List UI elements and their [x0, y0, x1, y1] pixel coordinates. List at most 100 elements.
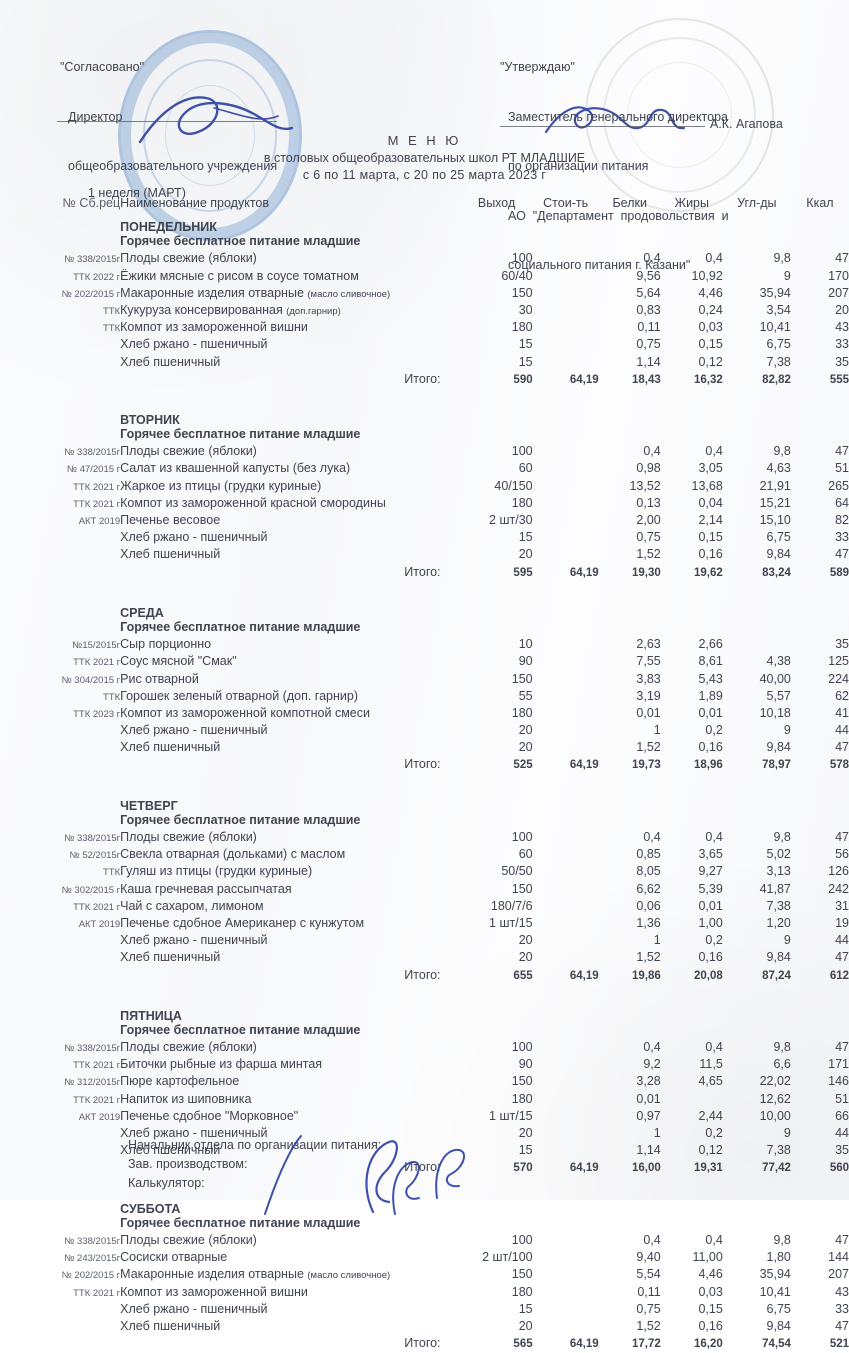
day-carb	[723, 1002, 791, 1023]
dish-kcal: 125	[828, 654, 849, 669]
dish-protein: 1,36	[636, 915, 661, 930]
recipe-code	[0, 337, 120, 354]
table-row: № 302/2015 г Каша гречневая рассыпчатая 15…	[0, 882, 849, 899]
total-cost: 64,19	[569, 373, 599, 386]
dish-carb: 7,38	[766, 898, 791, 913]
dish-carb: 15,10	[759, 513, 791, 527]
dish-out: 20	[518, 547, 533, 562]
dish-protein: 9,56	[636, 268, 661, 283]
table-row: Хлеб ржано - пшеничный 20 1 0,2 9 44	[0, 933, 849, 950]
table-header-row: № Сб.рец Наименование продуктов Выход Ст…	[0, 196, 849, 213]
total-code	[0, 565, 120, 582]
dish-kcal: 47	[835, 830, 849, 844]
sub-code	[0, 1216, 120, 1233]
dish-protein: 1,52	[636, 950, 661, 965]
day-code	[0, 792, 120, 813]
total-cost: 64,19	[569, 1338, 599, 1351]
dish-protein: 1,14	[636, 354, 661, 369]
dish-carb: 9,8	[773, 444, 791, 459]
dish-protein: 0,4	[643, 1040, 661, 1055]
dish-out: 20	[518, 1126, 533, 1140]
recipe-code: ТТК	[103, 691, 121, 703]
table-row: ТТК Компот из замороженной вишни 180 0,11 0,…	[0, 320, 849, 337]
dish-protein: 0,4	[643, 830, 661, 844]
dish-carb: 10,00	[759, 1108, 791, 1123]
dish-carb: 15,21	[759, 495, 791, 510]
dish-kcal: 47	[835, 1232, 849, 1247]
dish-cost	[533, 864, 599, 881]
dish-out: 150	[511, 881, 533, 896]
total-code	[0, 1336, 120, 1353]
dish-carb: 9	[783, 268, 791, 283]
dish-carb: 9	[783, 1126, 791, 1140]
day-total-row: Итого: 565 64,19 17,72 16,20 74,54 521	[0, 1336, 849, 1353]
dish-protein: 0,4	[643, 251, 661, 266]
dish-carb: 3,13	[766, 864, 791, 879]
total-out: 590	[513, 373, 533, 386]
dish-cost	[533, 1233, 599, 1250]
dish-out: 100	[511, 830, 533, 844]
dish-name: Хлеб пшеничный	[120, 950, 221, 965]
sub-carb	[723, 1023, 791, 1040]
table-row: № 338/2015г Плоды свежие (яблоки) 100 0,4 0,…	[0, 830, 849, 847]
dish-name: Гуляш из птицы (грудки куриные)	[120, 864, 313, 879]
table-row: ТТК 2021 г Компот из замороженной вишни 18…	[0, 1285, 849, 1302]
dish-name: Хлеб ржано - пшеничный	[120, 1126, 268, 1140]
dish-name: Рис отварной	[120, 671, 199, 686]
dish-kcal: 47	[835, 251, 849, 266]
dish-cost	[533, 547, 599, 564]
dish-carb: 4,38	[766, 654, 791, 669]
dish-name: Плоды свежие (яблоки)	[120, 251, 257, 266]
day-code	[0, 599, 120, 620]
dish-fat: 0,4	[705, 1040, 723, 1055]
dish-carb	[723, 637, 791, 654]
day-spacer	[0, 775, 849, 792]
footer-line-2: Зав. производством:	[128, 1157, 248, 1171]
dish-kcal: 82	[835, 513, 849, 527]
dish-fat: 10,92	[691, 268, 723, 283]
dish-cost	[533, 1285, 599, 1302]
dish-cost	[533, 916, 599, 933]
recipe-code: ТТК 2021 г	[73, 901, 121, 913]
dish-carb: 3,54	[766, 302, 791, 317]
dish-kcal: 35	[835, 1143, 849, 1158]
dish-out: 30	[518, 302, 533, 317]
dish-name: Жаркое из птицы (грудки куриные)	[120, 478, 322, 493]
dish-name: Хлеб ржано - пшеничный	[120, 933, 268, 948]
dish-out: 180	[511, 705, 533, 720]
recipe-code: ТТК 2021 г	[73, 498, 121, 510]
dish-cost	[533, 355, 599, 372]
table-row: ТТК 2021 г Чай с сахаром, лимоном 180/7/6 0…	[0, 899, 849, 916]
total-code	[0, 372, 120, 389]
dish-kcal: 33	[835, 530, 849, 545]
dish-kcal: 207	[828, 285, 849, 300]
total-carb: 87,24	[762, 969, 791, 982]
day-out	[461, 213, 533, 234]
day-carb	[723, 1195, 791, 1216]
sub-cost	[533, 1216, 599, 1233]
dish-out: 100	[511, 251, 533, 266]
table-row: Хлеб пшеничный 20 1,52 0,16 9,84 47	[0, 740, 849, 757]
day-name: ЧЕТВЕРГ	[120, 798, 178, 813]
dish-cost	[533, 1143, 599, 1160]
table-header: № Сб.рец Наименование продуктов Выход Ст…	[0, 196, 849, 213]
sub-out	[461, 1216, 533, 1233]
day-total-row: Итого: 595 64,19 19,30 19,62 83,24 589	[0, 565, 849, 582]
total-protein: 17,72	[631, 1338, 661, 1351]
dish-fat: 0,01	[698, 705, 723, 720]
dish-cost	[533, 689, 599, 706]
total-cost: 64,19	[569, 566, 599, 579]
table-row: ТТК Гуляш из птицы (грудки куриные) 50/50 8…	[0, 864, 849, 881]
dish-cost	[533, 251, 599, 268]
dish-out: 20	[518, 1318, 533, 1333]
dish-kcal: 170	[828, 268, 849, 283]
dish-carb: 12,62	[759, 1091, 791, 1106]
total-kcal: 560	[829, 1162, 849, 1175]
table-row: Хлеб пшеничный 15 1,14 0,12 7,38 35	[0, 1143, 849, 1160]
sub-code	[0, 1023, 120, 1040]
dish-kcal: 47	[835, 547, 849, 562]
day-cost	[533, 1002, 599, 1023]
dish-kcal: 47	[835, 950, 849, 965]
table-row: ТТК 2023 г Компот из замороженной компотн…	[0, 706, 849, 723]
recipe-code	[0, 530, 120, 547]
